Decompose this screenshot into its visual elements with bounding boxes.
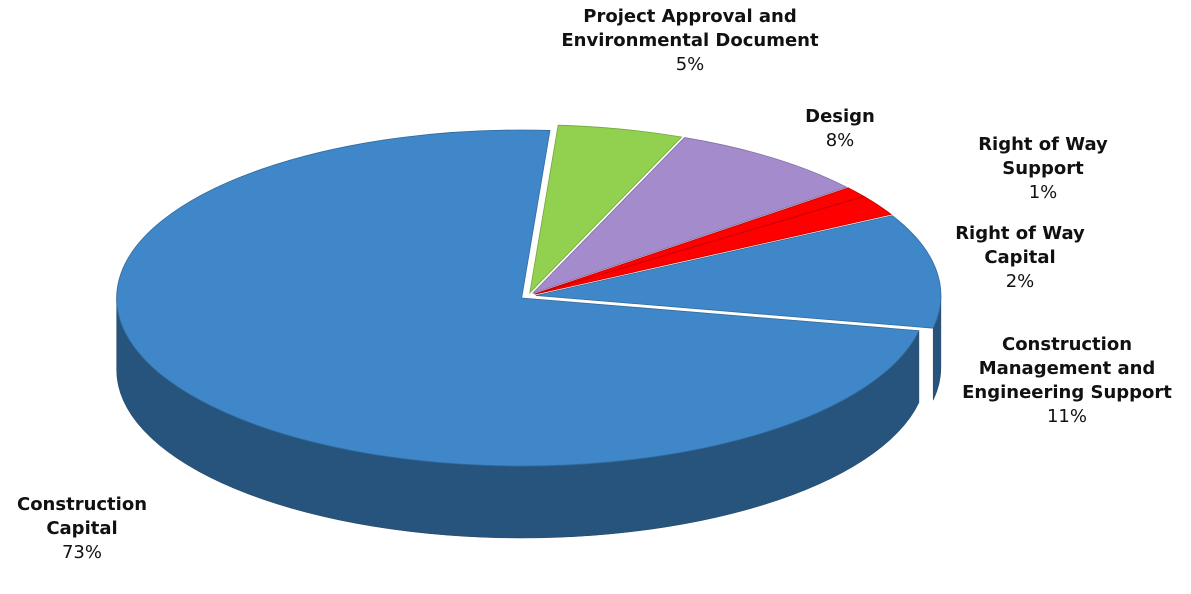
slice <box>529 124 683 294</box>
slice-label: Right of Way Capital 2% <box>940 222 1100 294</box>
category-label: Project Approval and Environmental Docum… <box>561 6 819 51</box>
value-label: 11% <box>1046 406 1087 427</box>
slice-label: Construction Capital 73% <box>0 493 167 565</box>
slice-label: Project Approval and Environmental Docum… <box>550 5 830 77</box>
value-label: 2% <box>1005 271 1035 292</box>
slice <box>116 129 920 467</box>
value-label: 73% <box>61 542 102 563</box>
category-label: Right of Way Capital <box>955 223 1085 268</box>
slice <box>535 215 942 329</box>
category-label: Construction Management and Engineering … <box>962 334 1172 403</box>
slice-label: Construction Management and Engineering … <box>937 333 1191 429</box>
category-label: Right of Way Support <box>978 134 1108 179</box>
value-label: 1% <box>1028 182 1058 203</box>
category-label: Design <box>805 106 875 127</box>
value-label: 5% <box>675 54 705 75</box>
value-label: 8% <box>825 130 855 151</box>
category-label: Construction Capital <box>16 494 148 539</box>
slice <box>534 196 893 295</box>
slice-label: Design 8% <box>780 105 900 153</box>
slice <box>532 137 848 294</box>
slice-label: Right of Way Support 1% <box>953 133 1133 205</box>
